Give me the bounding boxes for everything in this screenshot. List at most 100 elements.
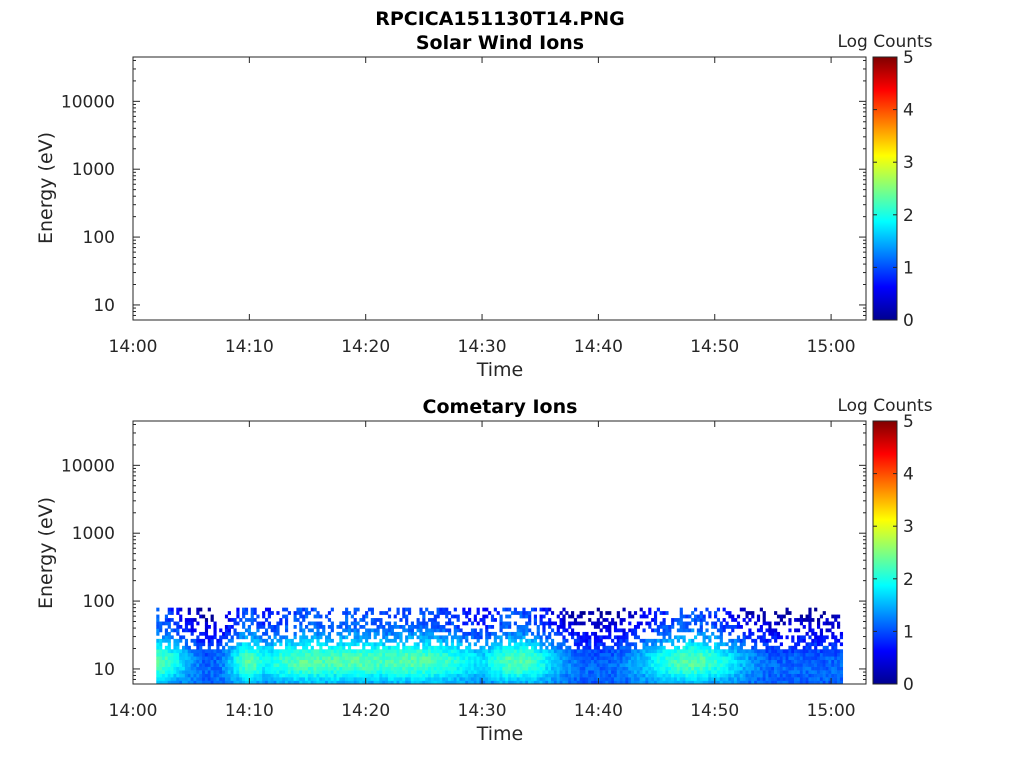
heatmap-cell	[476, 607, 480, 612]
heatmap-cell	[202, 666, 206, 671]
heatmap-cell	[599, 659, 603, 664]
heatmap-cell	[696, 659, 701, 664]
heatmap-cell	[728, 677, 732, 681]
heatmap-cell	[633, 663, 638, 667]
heatmap-cell	[665, 625, 669, 629]
heatmap-cell	[407, 663, 412, 667]
heatmap-cell	[525, 656, 529, 661]
heatmap-cell	[605, 611, 609, 615]
heatmap-cell	[299, 628, 303, 633]
heatmap-cell	[385, 638, 389, 643]
heatmap-cell	[322, 652, 326, 657]
heatmap-cell	[728, 670, 732, 674]
heatmap-cell	[542, 625, 546, 629]
heatmap-cell	[396, 607, 400, 612]
heatmap-cell	[336, 656, 340, 661]
heatmap-cell	[593, 635, 598, 640]
heatmap-cell	[699, 621, 703, 626]
heatmap-cell	[293, 642, 297, 647]
heatmap-cell	[161, 663, 166, 667]
heatmap-cell	[236, 652, 240, 657]
heatmap-cell	[385, 680, 389, 684]
heatmap-cell	[336, 666, 340, 671]
heatmap-cell	[373, 635, 377, 640]
heatmap-cell	[184, 645, 189, 650]
heatmap-cell	[353, 618, 357, 622]
heatmap-cell	[768, 631, 772, 636]
heatmap-cell	[693, 635, 698, 640]
heatmap-cell	[559, 663, 563, 667]
heatmap-cell	[771, 663, 775, 667]
heatmap-cell	[499, 680, 503, 684]
heatmap-cell	[190, 663, 194, 667]
heatmap-cell	[342, 635, 346, 640]
heatmap-cell	[751, 656, 755, 661]
heatmap-cell	[405, 656, 409, 661]
heatmap-cell	[522, 677, 526, 681]
heatmap-cell	[805, 659, 809, 664]
heatmap-cell	[628, 670, 632, 674]
heatmap-cell	[625, 680, 629, 684]
heatmap-cell	[207, 635, 211, 640]
heatmap-cell	[762, 659, 766, 664]
heatmap-cell	[302, 631, 306, 636]
heatmap-cell	[688, 677, 692, 681]
heatmap-cell	[313, 607, 317, 612]
heatmap-cell	[702, 642, 706, 647]
heatmap-cell	[239, 645, 243, 650]
heatmap-cell	[159, 677, 163, 681]
heatmap-cell	[433, 670, 437, 674]
heatmap-cell	[779, 649, 783, 654]
heatmap-cell	[345, 673, 349, 678]
heatmap-cell	[839, 652, 844, 657]
heatmap-cell	[493, 670, 497, 674]
heatmap-cell	[385, 652, 389, 657]
heatmap-cell	[476, 670, 480, 674]
heatmap-cell	[765, 645, 769, 650]
heatmap-cell	[365, 649, 369, 654]
heatmap-cell	[167, 625, 171, 629]
heatmap-cell	[193, 663, 197, 667]
heatmap-cell	[745, 652, 749, 657]
heatmap-cell	[542, 680, 546, 684]
heatmap-cell	[179, 673, 183, 678]
heatmap-cell	[468, 607, 472, 612]
heatmap-cell	[768, 677, 772, 681]
heatmap-cell	[591, 673, 595, 678]
heatmap-cell	[184, 652, 189, 657]
heatmap-cell	[582, 666, 586, 671]
heatmap-cell	[734, 649, 738, 654]
heatmap-cell	[279, 663, 283, 667]
heatmap-cell	[399, 618, 403, 622]
heatmap-cell	[734, 666, 738, 671]
heatmap-cell	[819, 659, 824, 664]
heatmap-cell	[279, 652, 283, 657]
heatmap-cell	[393, 677, 397, 681]
heatmap-cell	[299, 642, 303, 647]
heatmap-cell	[316, 659, 320, 664]
heatmap-cell	[834, 656, 838, 661]
heatmap-cell	[330, 625, 334, 629]
heatmap-cell	[768, 652, 772, 657]
heatmap-cell	[436, 611, 440, 615]
heatmap-cell	[636, 649, 640, 654]
heatmap-cell	[270, 663, 274, 667]
heatmap-cell	[665, 670, 669, 674]
heatmap-cell	[302, 628, 306, 633]
heatmap-cell	[791, 656, 795, 661]
heatmap-cell	[244, 649, 249, 654]
heatmap-cell	[599, 652, 603, 657]
heatmap-cell	[651, 680, 655, 684]
heatmap-cell	[633, 666, 638, 671]
heatmap-cell	[837, 614, 841, 619]
heatmap-cell	[811, 666, 815, 671]
heatmap-cell	[347, 625, 352, 629]
heatmap-cell	[774, 645, 778, 650]
heatmap-cell	[316, 677, 320, 681]
heatmap-cell	[782, 680, 786, 684]
heatmap-cell	[362, 680, 366, 684]
heatmap-cell	[508, 631, 512, 636]
heatmap-cell	[236, 673, 240, 678]
x-tick-label: 14:30	[458, 701, 507, 721]
heatmap-cell	[170, 649, 174, 654]
